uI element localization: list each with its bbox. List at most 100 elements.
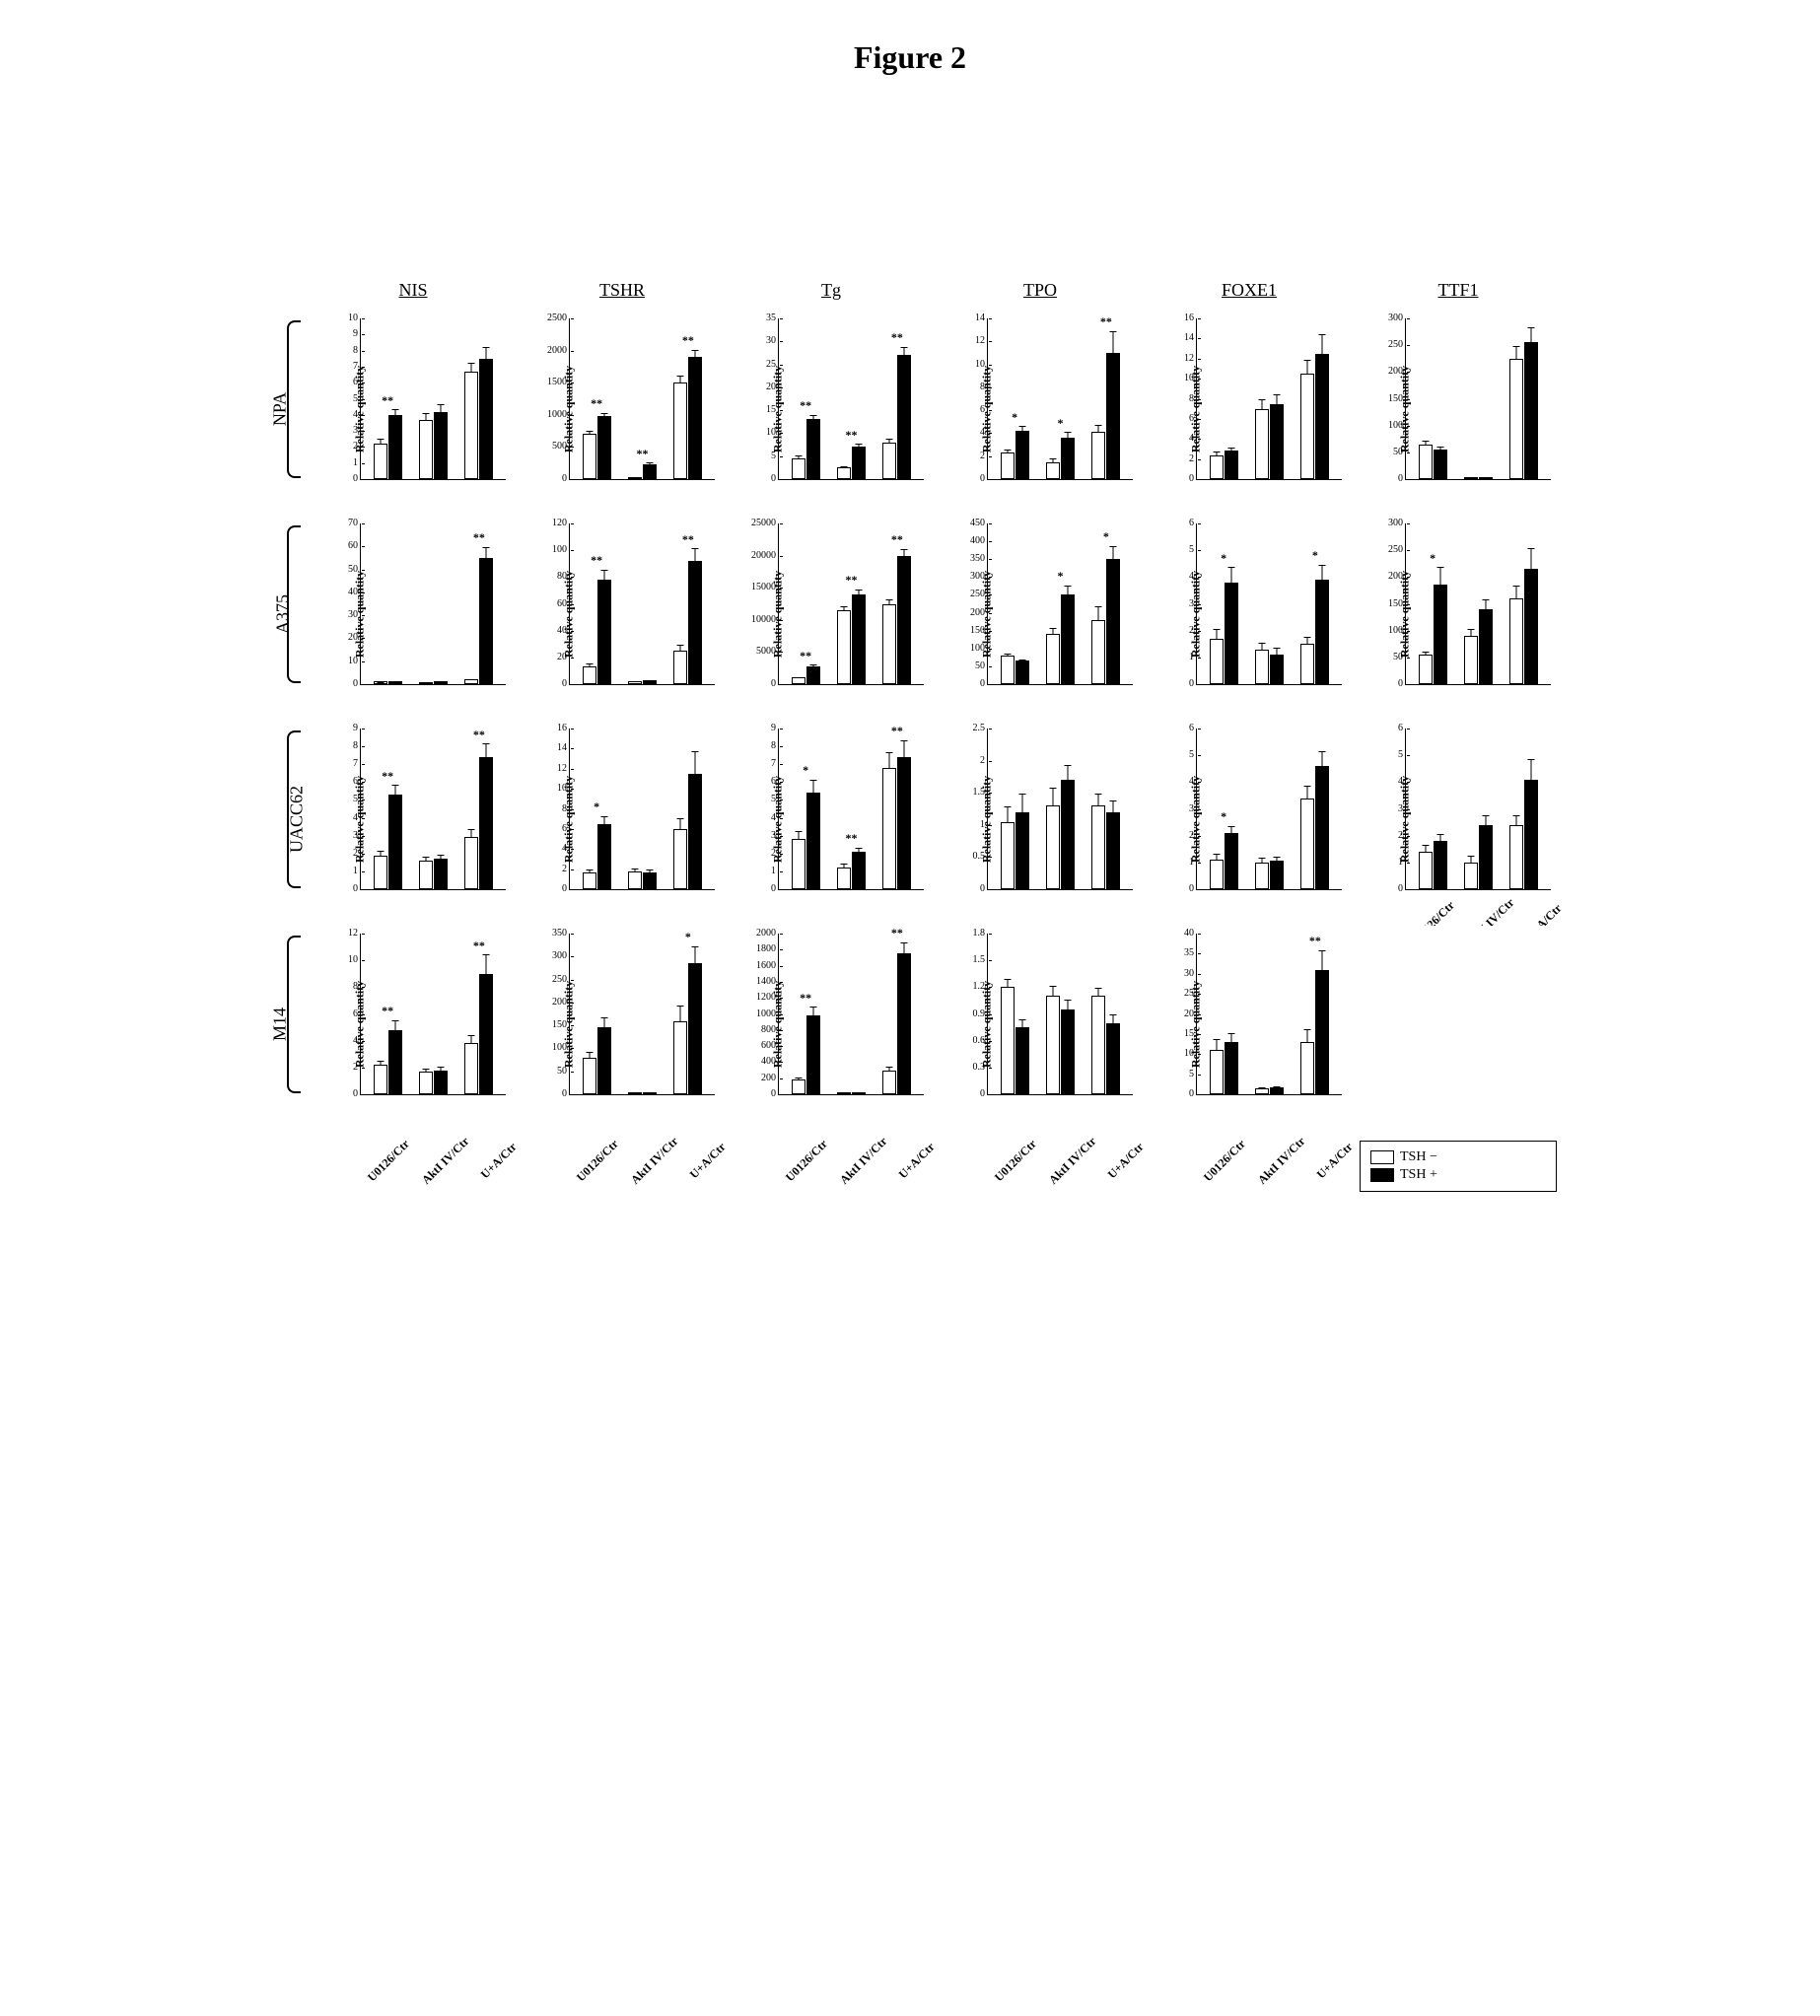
row-label: M14 xyxy=(270,1008,291,1041)
error-bar xyxy=(843,466,844,469)
bar-group: ** xyxy=(828,318,874,479)
y-tick: 1 xyxy=(771,867,779,876)
panel-NPA-Tg: Relative quantity05101520253035****** xyxy=(733,311,930,508)
bar-tsh-neg xyxy=(1210,639,1224,684)
bars-container: ****** xyxy=(779,318,924,479)
y-tick: 0 xyxy=(1189,1089,1197,1099)
y-tick: 8 xyxy=(771,741,779,751)
y-tick: 4 xyxy=(562,844,570,854)
bar-tsh-pos xyxy=(1434,841,1447,889)
error-bar xyxy=(889,752,890,768)
y-tick: 4 xyxy=(353,410,361,420)
error-bar xyxy=(1216,854,1217,861)
y-tick: 4 xyxy=(1189,434,1197,444)
bars-container: * xyxy=(570,729,715,889)
bar-group: ** xyxy=(875,729,920,889)
bar-tsh-pos xyxy=(597,580,611,684)
column-header: TSHR xyxy=(524,280,721,303)
bars-container: * xyxy=(570,934,715,1094)
x-label: U+A/Ctr xyxy=(1104,1140,1147,1182)
bar-group xyxy=(1084,729,1129,889)
plot-area: 0246810121416* xyxy=(569,729,715,890)
bar-tsh-neg xyxy=(1419,445,1433,479)
bar-group: ** xyxy=(619,318,665,479)
error-bar xyxy=(904,942,905,954)
y-tick: 6 xyxy=(562,824,570,834)
bar-tsh-neg xyxy=(1419,655,1433,684)
error-bar xyxy=(858,1092,859,1093)
bar-tsh-pos xyxy=(688,774,702,889)
bar-tsh-pos xyxy=(479,558,493,684)
y-tick: 50 xyxy=(557,1067,570,1077)
y-tick: 10 xyxy=(1184,1049,1197,1059)
bar-tsh-neg xyxy=(882,443,896,479)
error-bar xyxy=(1113,331,1114,354)
bar-group xyxy=(1084,934,1129,1094)
bar-tsh-pos xyxy=(1225,583,1238,684)
column-header: TPO xyxy=(942,280,1139,303)
bar-tsh-pos xyxy=(806,793,820,889)
panel-NPA-FOXE1: Relative quantity0246810121416 xyxy=(1151,311,1348,508)
y-tick: 2 xyxy=(1189,831,1197,841)
y-tick: 10 xyxy=(348,955,361,965)
significance-marker: ** xyxy=(682,535,694,543)
significance-marker: ** xyxy=(382,1007,393,1014)
error-bar xyxy=(425,682,426,683)
error-bar xyxy=(812,415,813,421)
bars-container: **** xyxy=(779,934,924,1094)
bar-tsh-neg xyxy=(837,868,851,889)
error-bar xyxy=(440,404,441,412)
error-bar xyxy=(1007,450,1008,454)
bar-tsh-neg xyxy=(1509,359,1523,479)
y-tick: 0.5 xyxy=(973,852,989,862)
bar-group xyxy=(574,934,619,1094)
bar-group xyxy=(410,934,455,1094)
bar-tsh-pos xyxy=(388,681,402,684)
y-tick: 2000 xyxy=(756,929,779,938)
y-tick: 0.3 xyxy=(973,1063,989,1073)
bar-group: * xyxy=(1037,523,1083,684)
bar-tsh-neg xyxy=(464,1043,478,1094)
bar-group xyxy=(1037,729,1083,889)
error-bar xyxy=(425,413,426,421)
bar-tsh-pos xyxy=(1315,766,1329,889)
significance-marker: ** xyxy=(891,535,903,543)
y-tick: 150 xyxy=(1388,394,1406,404)
bar-tsh-pos xyxy=(388,1030,402,1094)
y-tick: 7 xyxy=(353,759,361,769)
significance-marker: ** xyxy=(800,994,811,1002)
bar-group: ** xyxy=(783,523,828,684)
bar-group: ** xyxy=(365,934,410,1094)
bar-tsh-pos xyxy=(1315,970,1329,1094)
bar-tsh-neg xyxy=(1091,805,1105,889)
panel-M14-NIS: Relative quantity024681012**** xyxy=(315,926,512,1123)
x-labels-cell: U0126/CtrAktI IV/CtrU+A/Ctr xyxy=(1151,1131,1348,1190)
y-tick: 5 xyxy=(771,795,779,804)
y-tick: 3 xyxy=(353,831,361,841)
y-tick: 16 xyxy=(1184,313,1197,323)
panel-A375-TSHR: Relative quantity020406080100120**** xyxy=(524,516,721,713)
legend: TSH −TSH + xyxy=(1360,1141,1557,1192)
error-bar xyxy=(1425,441,1426,445)
error-bar xyxy=(1052,458,1053,463)
y-tick: 0 xyxy=(1398,474,1406,484)
bar-group xyxy=(1037,934,1083,1094)
x-label: AktI IV/Ctr xyxy=(419,1134,472,1187)
bar-tsh-neg xyxy=(374,681,387,684)
bar-group xyxy=(665,729,711,889)
error-bar xyxy=(1230,1033,1231,1043)
y-tick: 20 xyxy=(557,653,570,662)
error-bar xyxy=(1098,988,1099,997)
error-bar xyxy=(394,409,395,416)
error-bar xyxy=(486,547,487,559)
bar-tsh-neg xyxy=(1419,852,1433,889)
panel-UACC62-FOXE1: Relative quantity0123456* xyxy=(1151,721,1348,918)
bar-tsh-neg xyxy=(1255,1088,1269,1094)
y-tick: 40 xyxy=(1184,929,1197,938)
bar-tsh-neg xyxy=(419,682,433,684)
error-bar xyxy=(695,751,696,775)
y-tick: 0 xyxy=(1189,474,1197,484)
y-tick: 2500 xyxy=(547,313,570,323)
bar-group xyxy=(410,523,455,684)
bar-tsh-pos xyxy=(1106,812,1120,889)
